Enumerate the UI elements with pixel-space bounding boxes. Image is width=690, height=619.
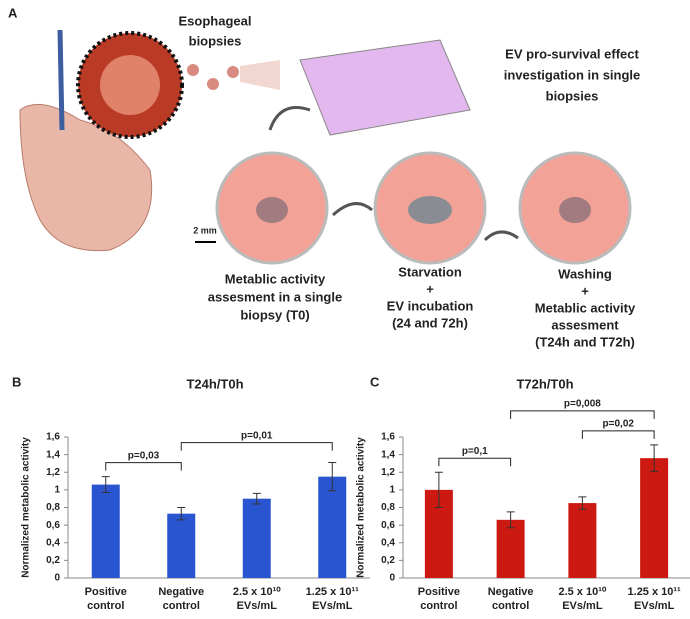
x-tick-label: 1.25 x 10¹¹ EVs/mL bbox=[628, 586, 682, 612]
caption-line: + bbox=[581, 283, 589, 298]
y-tick-label: 0,6 bbox=[381, 520, 395, 531]
y-tick-label: 1,4 bbox=[46, 449, 60, 460]
p-value: p=0,03 bbox=[128, 450, 160, 461]
y-tick-label: 0 bbox=[389, 573, 395, 584]
error-bar bbox=[578, 496, 587, 510]
chart-title: T24h/T0h bbox=[186, 376, 243, 391]
caption-line: (24 and 72h) bbox=[392, 315, 468, 330]
y-tick-label: 1,4 bbox=[381, 449, 395, 460]
bar bbox=[640, 458, 669, 578]
caption-line: assesment bbox=[551, 317, 619, 332]
y-tick-label: 0,2 bbox=[381, 555, 395, 566]
error-bar bbox=[434, 471, 443, 508]
panel-a: A 2 mm bbox=[8, 5, 632, 265]
significance-bracket bbox=[105, 462, 182, 471]
x-tick-label: Negative control bbox=[158, 586, 204, 612]
arrow bbox=[268, 106, 311, 131]
arrow bbox=[483, 230, 519, 242]
error-bar bbox=[101, 476, 110, 494]
error-bar bbox=[650, 444, 659, 472]
caption-line: EV incubation bbox=[387, 298, 474, 313]
caption-line: EV pro-survival effect bbox=[505, 46, 639, 61]
error-bar bbox=[252, 492, 261, 505]
x-tick-label: 2.5 x 10¹⁰ EVs/mL bbox=[233, 586, 281, 612]
caption-line: Metablic activity bbox=[535, 300, 636, 315]
arrow bbox=[331, 202, 373, 217]
error-bar bbox=[328, 462, 337, 492]
y-tick-label: 0,8 bbox=[381, 502, 395, 513]
biopsy bbox=[559, 197, 591, 223]
panel-label: C bbox=[370, 374, 380, 389]
p-value: p=0,02 bbox=[603, 419, 635, 430]
bar bbox=[496, 519, 525, 578]
y-tick-label: 1,2 bbox=[381, 467, 395, 478]
significance-bracket bbox=[510, 410, 655, 419]
y-tick-label: 1,6 bbox=[46, 432, 60, 443]
caption-line: Washing bbox=[558, 266, 612, 281]
x-tick-label: Negative control bbox=[488, 586, 534, 612]
biopsy bbox=[187, 64, 199, 76]
caption-line: Starvation bbox=[398, 264, 462, 279]
x-tick-label: Positive control bbox=[418, 586, 460, 612]
y-tick-label: 1,6 bbox=[381, 432, 395, 443]
x-tick-label: 1.25 x 10¹¹ EVs/mL bbox=[306, 586, 360, 612]
error-bar bbox=[506, 511, 515, 529]
caption-line: biopsy (T0) bbox=[240, 307, 309, 322]
caption-line: assesment in a single bbox=[208, 289, 342, 304]
caption-line: Esophageal bbox=[179, 13, 252, 28]
caption-line: (T24h and T72h) bbox=[535, 334, 635, 349]
p-value: p=0,1 bbox=[462, 446, 488, 457]
arrow bbox=[240, 60, 280, 90]
significance-bracket bbox=[180, 442, 333, 451]
bar bbox=[91, 484, 120, 578]
y-tick-label: 1,2 bbox=[46, 467, 60, 478]
caption-line: investigation in single bbox=[504, 67, 641, 82]
chart-title: T72h/T0h bbox=[516, 376, 573, 391]
y-tick-label: 0,6 bbox=[46, 520, 60, 531]
panel-label: A bbox=[8, 5, 18, 20]
zoom-inner bbox=[100, 55, 160, 115]
bar bbox=[242, 498, 271, 578]
y-tick-label: 0 bbox=[54, 573, 60, 584]
x-tick-label: 2.5 x 10¹⁰ EVs/mL bbox=[558, 586, 606, 612]
p-value: p=0,01 bbox=[241, 430, 273, 441]
biopsy-evs bbox=[408, 196, 452, 224]
significance-bracket bbox=[581, 430, 655, 439]
y-tick-label: 0,4 bbox=[46, 537, 60, 548]
y-tick-label: 1 bbox=[54, 485, 60, 496]
y-tick-label: 0,2 bbox=[46, 555, 60, 566]
error-bar bbox=[177, 507, 186, 521]
caption-line: biopsies bbox=[546, 88, 599, 103]
caption-line: Metablic activity bbox=[225, 271, 326, 286]
caption-line: biopsies bbox=[189, 33, 242, 48]
bar bbox=[167, 513, 196, 578]
significance-bracket bbox=[438, 457, 512, 467]
well-plate bbox=[299, 39, 471, 136]
biopsy bbox=[256, 197, 288, 223]
y-tick-label: 0,8 bbox=[46, 502, 60, 513]
y-axis-label: Normalized metabolic activity bbox=[356, 437, 367, 578]
bar bbox=[568, 503, 597, 578]
p-value: p=0,008 bbox=[564, 399, 601, 410]
y-tick-label: 0,4 bbox=[381, 537, 395, 548]
y-tick-label: 1 bbox=[389, 485, 395, 496]
caption-line: + bbox=[426, 281, 434, 296]
bar bbox=[318, 476, 347, 578]
x-tick-label: Positive control bbox=[85, 586, 127, 612]
biopsy bbox=[207, 78, 219, 90]
panel-label: B bbox=[12, 374, 21, 389]
y-axis-label: Normalized metabolic activity bbox=[21, 437, 32, 578]
endoscope bbox=[57, 29, 65, 131]
stomach bbox=[19, 103, 153, 252]
biopsy bbox=[227, 66, 239, 78]
scale-label: 2 mm bbox=[193, 225, 217, 235]
